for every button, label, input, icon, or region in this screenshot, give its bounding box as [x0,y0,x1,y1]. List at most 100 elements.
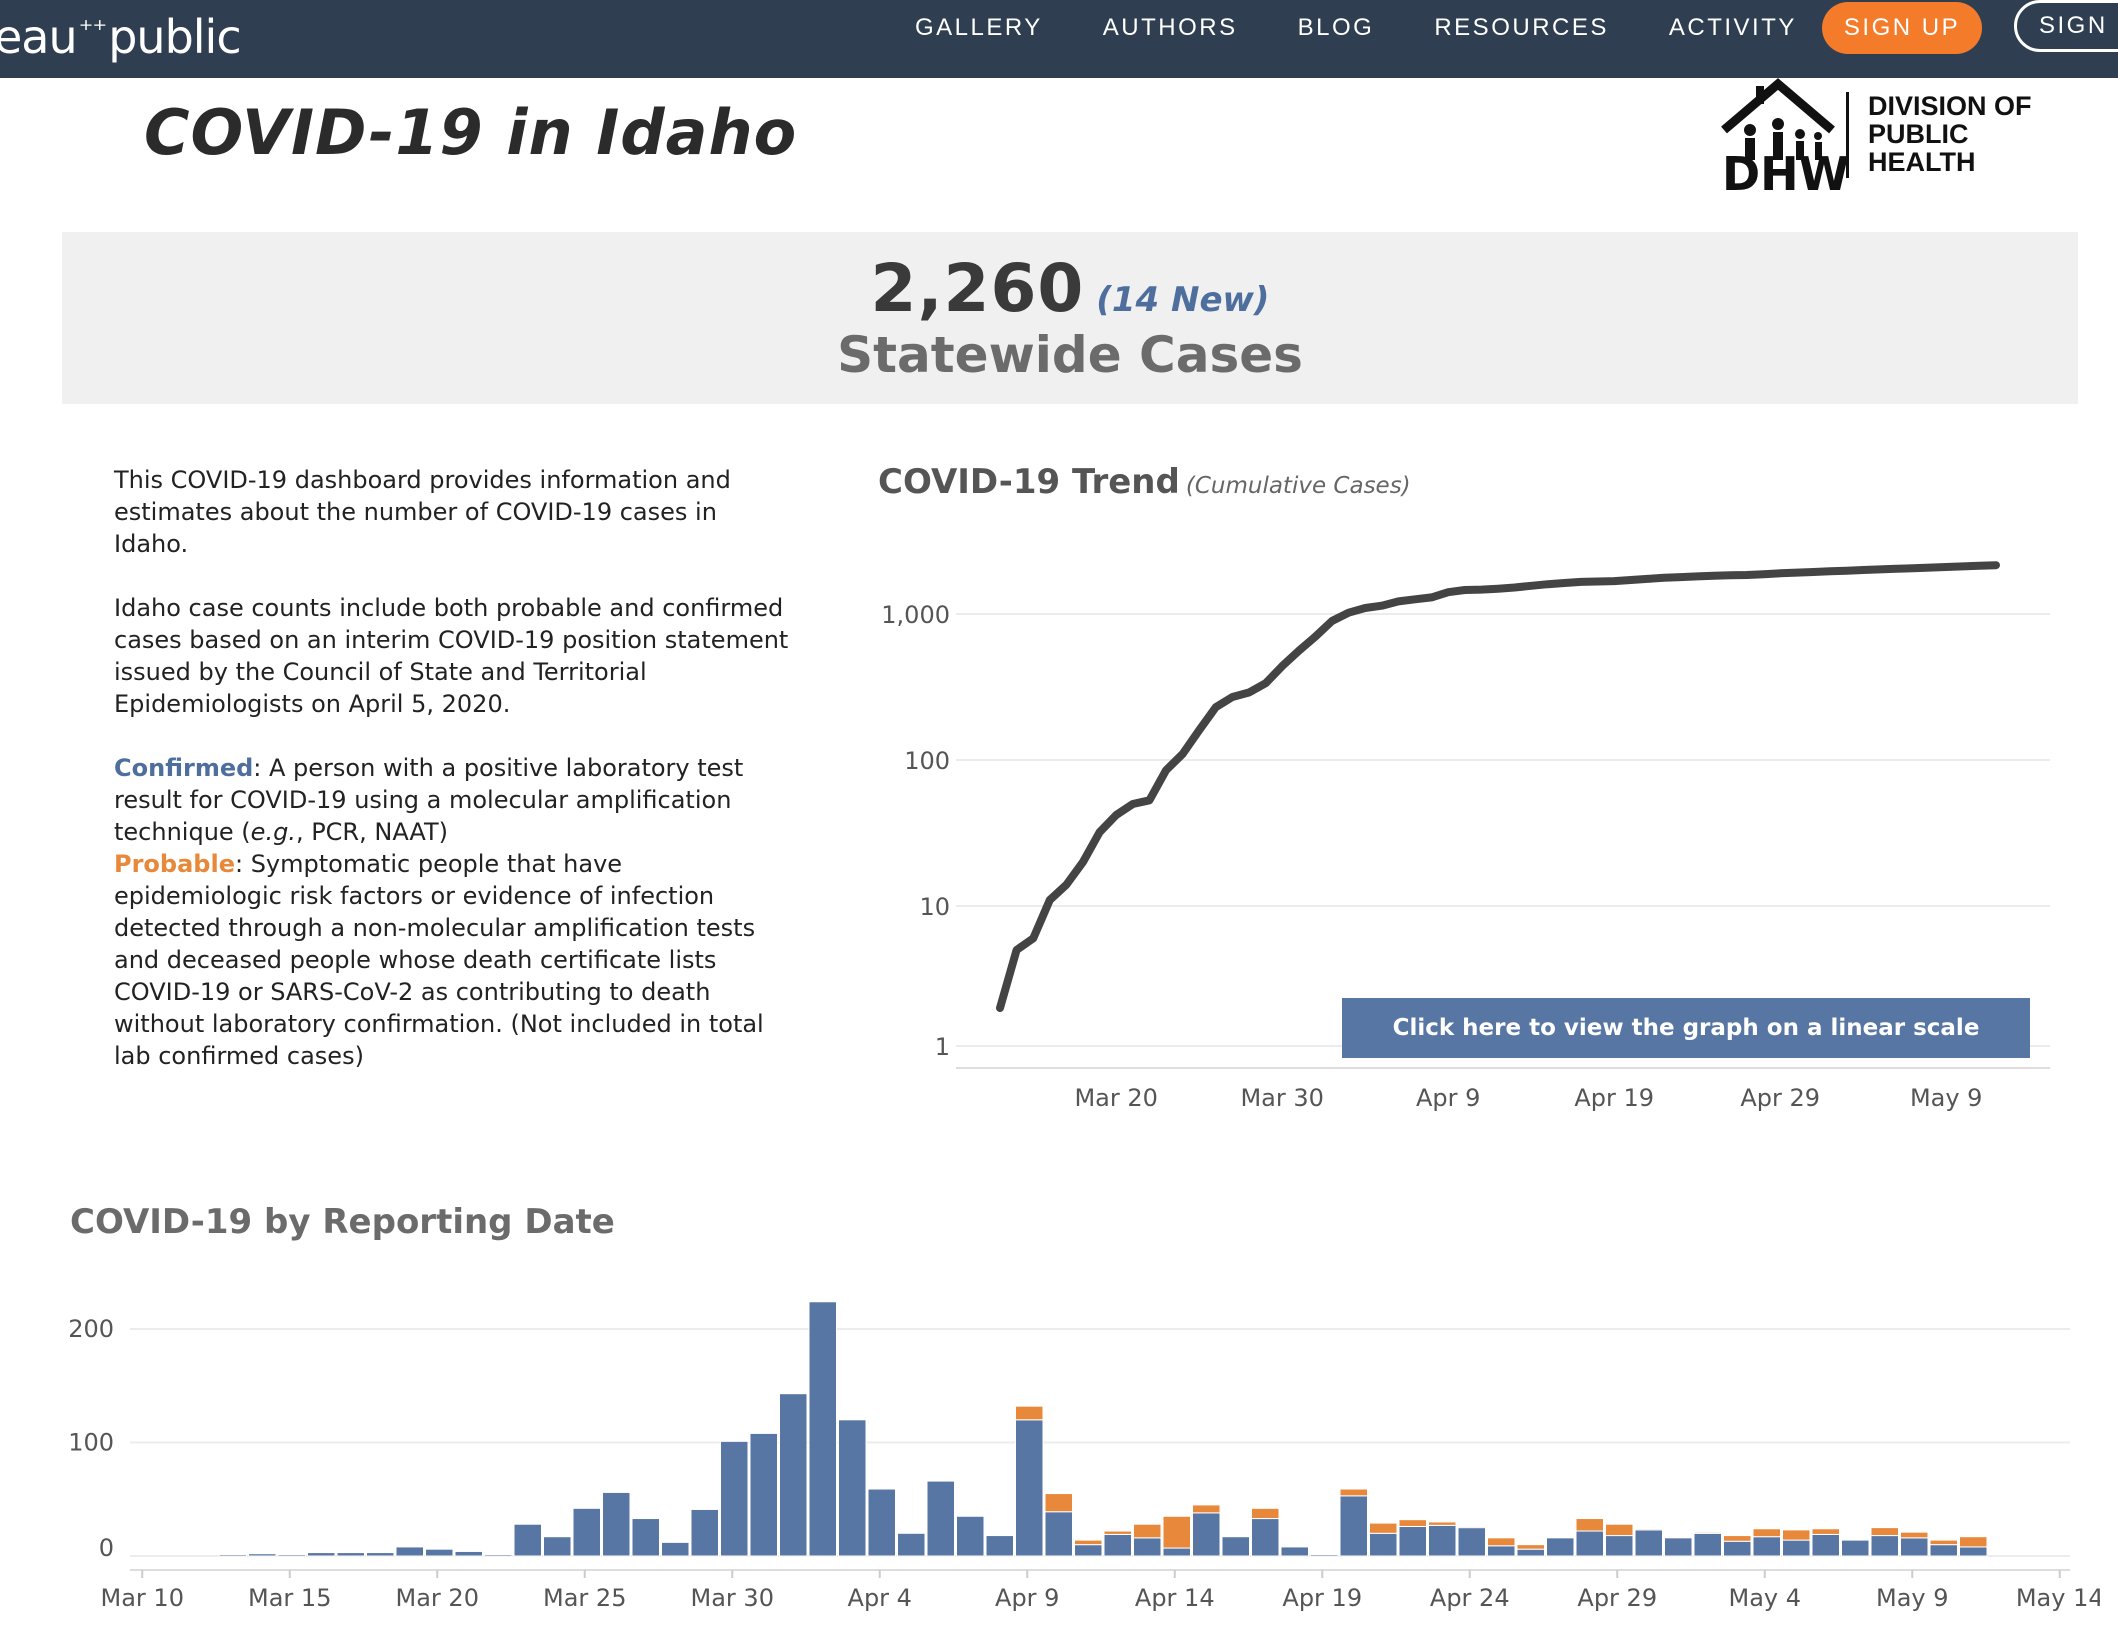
bar-confirmed [926,1480,955,1557]
nav-link-authors[interactable]: AUTHORS [1102,14,1238,41]
trend-title-text: COVID-19 Trend [878,462,1180,502]
bar-probable [1929,1539,1958,1546]
trend-y-tick-label: 10 [919,893,950,921]
bar-confirmed [1251,1518,1280,1557]
bar-probable [1457,1525,1486,1529]
bar-confirmed [1339,1495,1368,1557]
bar-confirmed [690,1508,719,1557]
bar-probable [1044,1493,1073,1513]
bar-confirmed [1162,1547,1191,1557]
bars-x-tick-label: May 9 [1876,1584,1949,1612]
trend-line [996,561,2000,1012]
bar-confirmed [1015,1419,1044,1557]
bar-confirmed [779,1393,808,1557]
confirmed-tail: , PCR, NAAT) [295,818,448,846]
kpi-values: 2,260 (14 New) [62,250,2078,327]
bar-confirmed [1221,1536,1250,1557]
signin-button[interactable]: SIGN I [2014,0,2118,52]
bar-confirmed [1044,1511,1073,1557]
bar-confirmed [1280,1546,1309,1557]
bar-confirmed [454,1550,483,1557]
bar-confirmed [336,1552,365,1557]
logo-agency-name: DIVISION OF PUBLIC HEALTH [1868,92,2032,176]
bar-confirmed [661,1541,690,1557]
bar-confirmed [1546,1537,1575,1557]
reporting-date-chart-title: COVID-19 by Reporting Date [70,1202,615,1242]
bar-confirmed [867,1488,896,1557]
trend-y-tick-label: 1 [935,1033,950,1061]
bar-confirmed [1841,1539,1870,1557]
bar-confirmed [572,1507,601,1557]
bar-confirmed [602,1491,631,1557]
bars-x-tick-label: Apr 9 [995,1584,1059,1612]
bar-confirmed [1870,1535,1899,1557]
bars-x-tick-label: Mar 15 [248,1584,331,1612]
bar-confirmed [366,1552,395,1557]
bar-confirmed [1487,1545,1516,1557]
bar-probable [1074,1539,1103,1546]
bars-y-tick-label: 0 [99,1534,114,1562]
reporting-date-chart[interactable]: 0 100 200 Mar 10 Mar 15 Mar 20 Mar 25 Mar 30 Apr… [40,1290,2100,1620]
bar-confirmed [513,1523,542,1557]
trend-chart[interactable]: 1 10 100 1,000 Mar 20 Mar 30 Apr 9 Apr 19 Apr 29… [860,530,2060,1120]
bar-probable [1516,1544,1545,1550]
bar-probable [1192,1504,1221,1514]
logo-line-3: HEALTH [1868,147,1976,177]
trend-y-tick-label: 100 [904,747,950,775]
bar-confirmed [1369,1532,1398,1557]
bar-probable [1575,1518,1604,1532]
nav-link-blog[interactable]: BLOG [1297,14,1375,41]
bar-confirmed [631,1518,660,1557]
brand-text: eau [0,10,78,64]
bar-probable [1752,1528,1781,1538]
trend-chart-title: COVID-19 Trend (Cumulative Cases) [878,462,1411,502]
bar-probable [1339,1488,1368,1497]
bar-confirmed [1782,1539,1811,1557]
bar-probable [1723,1535,1752,1542]
bars-x-tick-label: Apr 29 [1577,1584,1657,1612]
bar-probable [1015,1405,1044,1421]
bar-confirmed [1723,1540,1752,1557]
bar-probable [1605,1523,1634,1537]
dashboard-description: This COVID-19 dashboard provides informa… [114,464,794,1072]
confirmed-label: Confirmed [114,754,254,782]
linear-scale-button[interactable]: Click here to view the graph on a linear… [1342,998,2030,1058]
bar-confirmed [1133,1537,1162,1557]
bar-confirmed [484,1554,513,1557]
bar-confirmed [956,1515,985,1557]
bar-confirmed [307,1552,336,1557]
bar-confirmed [1959,1546,1988,1557]
nav-link-resources[interactable]: RESOURCES [1434,14,1609,41]
logo-letters: DHW [1722,147,1849,194]
bar-probable [1870,1527,1899,1537]
bar-confirmed [1605,1535,1634,1557]
signup-button[interactable]: SIGN UP [1822,2,1982,54]
probable-label: Probable [114,850,235,878]
bar-probable [1693,1531,1722,1534]
bars-x-tick-label: Mar 30 [691,1584,774,1612]
bar-confirmed [277,1554,306,1557]
page-title: COVID-19 in Idaho [144,96,798,169]
bars-y-tick-label: 100 [68,1429,114,1457]
bar-probable [1162,1515,1191,1549]
trend-x-tick-label: May 9 [1910,1084,1983,1112]
bar-confirmed [1398,1525,1427,1557]
brand-logo[interactable]: eau⁺⁺public [0,10,242,64]
bars-y-tick-label: 200 [68,1315,114,1343]
bar-probable [1487,1537,1516,1547]
bars-x-tick-label: May 4 [1728,1584,1801,1612]
bar-confirmed [720,1440,749,1557]
bar-confirmed [1103,1533,1132,1557]
top-navbar: eau⁺⁺public GALLERY AUTHORS BLOG RESOURC… [0,0,2118,78]
nav-link-gallery[interactable]: GALLERY [915,14,1043,41]
bar-confirmed [395,1546,424,1557]
nav-link-activity[interactable]: ACTIVITY [1668,14,1797,41]
brand-text-tail: public [108,10,241,64]
bar-probable [1428,1521,1457,1526]
bar-confirmed [897,1532,926,1557]
bar-confirmed [1752,1536,1781,1557]
bar-confirmed [1516,1548,1545,1557]
bar-probable [1133,1523,1162,1539]
bar-confirmed [1664,1537,1693,1557]
bar-confirmed [218,1554,247,1557]
